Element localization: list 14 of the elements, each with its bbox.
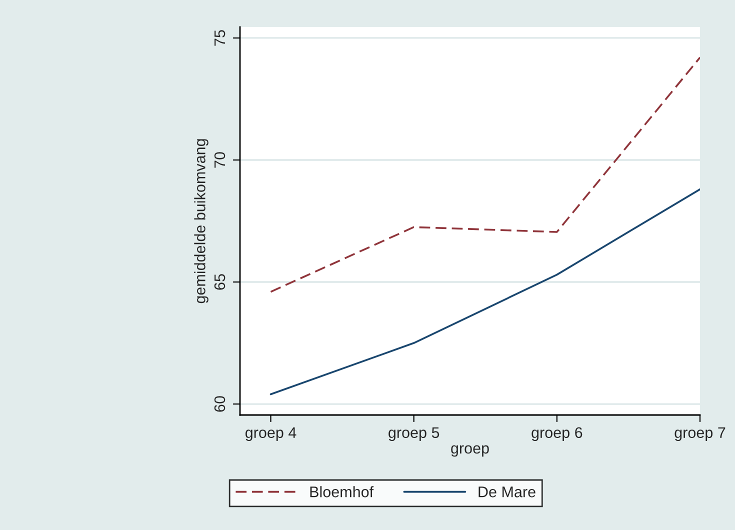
line-series — [270, 188, 700, 396]
y-tick-label: 65 — [214, 274, 226, 290]
y-tick-label: 60 — [214, 396, 226, 412]
x-axis-title: groep — [451, 445, 489, 457]
y-tick-label: 70 — [214, 152, 226, 168]
y-tick-label: 75 — [214, 30, 226, 46]
line-series — [270, 56, 700, 293]
x-tick-label: groep 4 — [246, 427, 296, 442]
x-tick-label: groep 5 — [388, 427, 440, 442]
x-tick-label: groep 6 — [532, 427, 582, 442]
y-axis-title: gemiddelde buikomvang — [194, 139, 208, 304]
x-tick-label: groep 7 — [674, 427, 726, 442]
legend-label: Bloemhof — [310, 486, 374, 498]
legend-label: De Mare — [478, 486, 536, 498]
